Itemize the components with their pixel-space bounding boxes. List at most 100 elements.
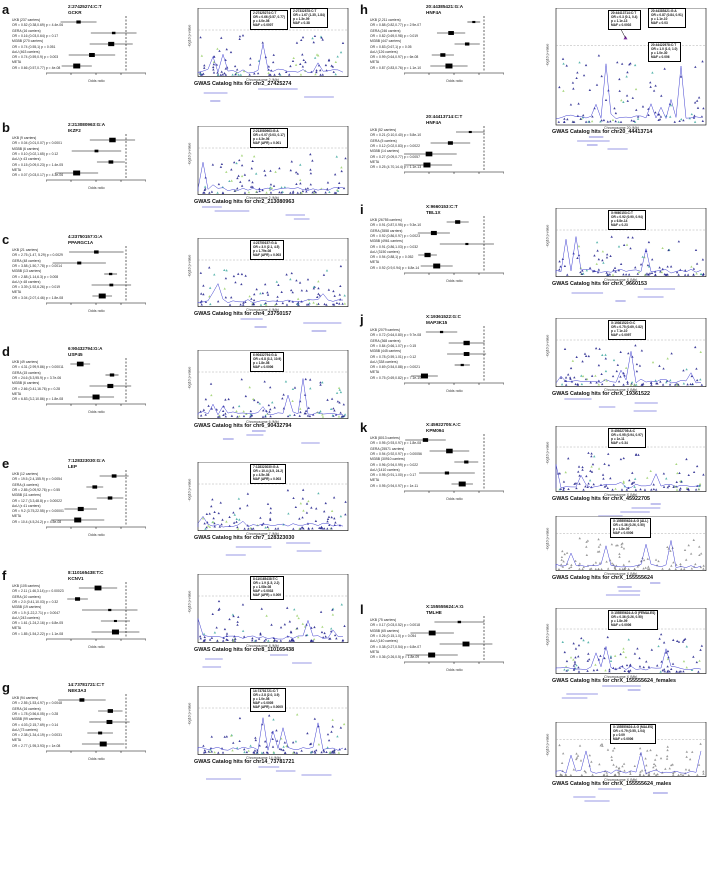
effect-box [433,263,441,269]
locuszoom-plot [197,462,349,531]
snp-point [292,751,295,754]
snp-point [661,383,665,386]
annotation-line: p = 7.1e-10 [611,328,628,333]
snp-point [578,744,582,747]
gwas-catalog-title: GWAS Catalog hits for chrX_9660153 [552,280,647,287]
effect-box [108,608,112,612]
snp-point [639,488,642,491]
snp-point [317,280,320,283]
snp-point [638,772,642,776]
snp-point [311,37,314,40]
snp-point [650,648,654,651]
snp-point [211,498,214,501]
snp-point [639,263,643,266]
snp-point [560,555,564,559]
snp-point [579,759,583,762]
snp-point [306,187,310,190]
snp-point [602,118,606,122]
snp-point [327,739,331,742]
snp-point [636,647,639,650]
snp-point [231,73,234,76]
effect-box [463,340,470,346]
snp-point [216,300,220,303]
snp-point [633,120,637,123]
cohort-stat: AoU (3150 carriers) [370,249,400,254]
snp-point [619,375,622,378]
annotation-line: 2:27332878:C:T [293,9,317,13]
snp-point [663,67,666,70]
snp-point [575,756,579,759]
annotation-line: p = 1.1e-10 [651,16,668,21]
snp-point [603,656,606,660]
snp-point [654,488,658,491]
snp-point [244,274,247,277]
cohort-stat: OR = 2.66 (0.41,16.76) p = 0.28 [12,386,61,391]
snp-point [248,73,251,76]
cohort-stat: OR = 0.26 (0.15,1.0) p = 0.054 [370,633,417,638]
snp-point [644,566,647,569]
snp-point [339,411,342,414]
effect-box [464,42,470,46]
snp-point [337,415,341,418]
snp-point [261,41,264,44]
panel-h: h 20:44385421:G:A HNF4A UKB (2,211 carriers… [360,2,716,198]
snp-point [675,670,678,673]
snp-point [652,89,656,92]
snp-point [286,606,289,609]
snp-point [249,57,252,60]
snp-point [674,567,677,571]
snp-point [243,173,247,176]
snp-point [251,639,254,642]
snp-point [631,471,634,474]
snp-point [309,168,312,171]
snp-point [675,271,679,274]
snp-point [581,468,584,471]
snp-point [638,747,642,750]
snp-point [618,567,622,570]
cohort-stat: OR = 0.27 (0.09,0.77) p = 0.0057 [370,154,420,159]
snp-point [247,749,250,752]
snp-point [276,527,280,530]
snp-point [666,273,669,276]
snp-point [338,388,341,391]
snp-point [328,751,332,754]
effect-box [445,63,453,69]
snp-point [673,120,676,123]
snp-point [259,632,262,635]
snp-point [211,612,214,615]
panel-f: f 8:110165438:T:C KCNV1 UKB (105 carriers) O… [2,568,358,680]
snp-point [628,479,631,482]
snp-point [694,248,698,252]
snp-point [595,241,599,244]
snp-point [633,383,636,386]
snp-point [233,64,237,68]
snp-point [328,637,331,640]
snp-point [240,282,243,286]
snp-point [326,181,330,184]
plot-frame [555,8,707,126]
snp-point [589,381,592,384]
forest-plot [46,470,146,529]
snp-point [701,60,704,63]
snp-point [223,735,226,738]
snp-point [685,645,688,648]
plot-frame [555,318,707,387]
snp-point [263,169,266,172]
snp-point [229,50,233,54]
snp-point [199,36,202,39]
snp-point [693,101,697,104]
snp-point [571,81,575,84]
snp-point [596,550,600,553]
snp-point [225,47,228,51]
snp-point [261,415,265,418]
snp-point [563,264,567,267]
annotation-line: MAF = 0.0006 [613,530,634,535]
snp-point [584,63,588,67]
snp-point [253,72,256,75]
snp-point [640,349,644,352]
snp-point [684,269,687,272]
snp-point [617,245,621,248]
snp-point [339,284,342,288]
snp-point [584,485,587,488]
variant-title: 14:73781721:C:T NEK3A3 [68,682,104,693]
